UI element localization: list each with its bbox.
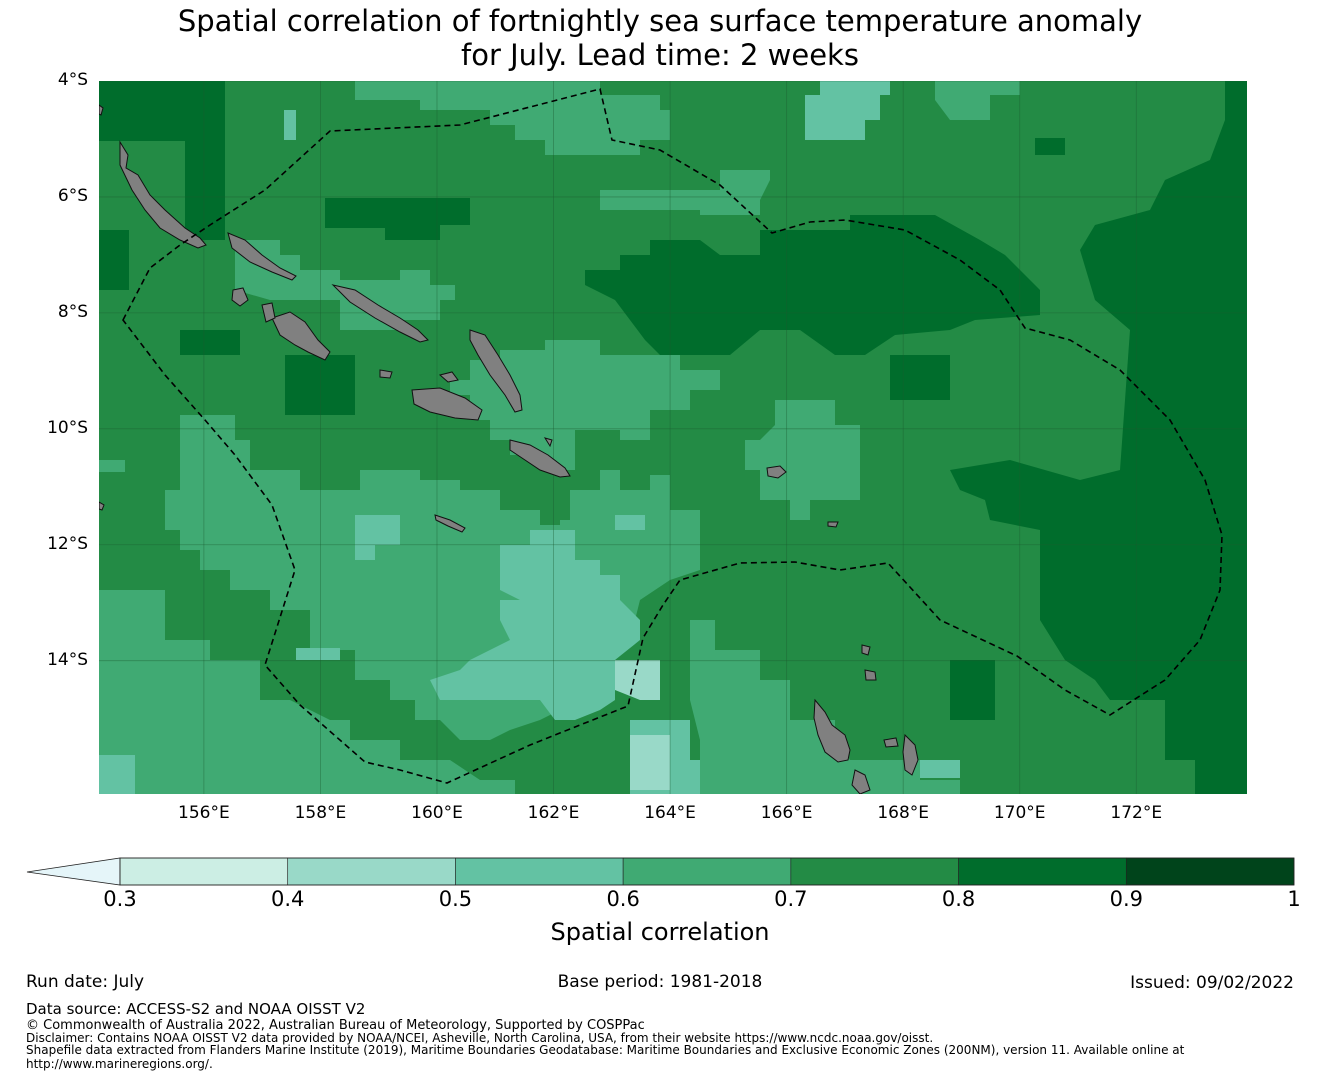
y-tick-label: 4°S (57, 70, 88, 90)
disclaimer: Disclaimer: Contains NOAA OISST V2 data … (26, 1031, 934, 1045)
kolombangara-island (261, 302, 276, 323)
colorbar-bin (1125, 857, 1295, 886)
y-tick-label: 6°S (57, 185, 88, 206)
eez-boundary-line (122, 88, 1223, 784)
vella-lavella-island (231, 287, 249, 307)
nendo-island (766, 465, 787, 479)
colorbar-bin (119, 857, 289, 886)
florida-islands (438, 371, 459, 383)
colorbar-tick-label: 0.7 (774, 887, 808, 911)
colorbar-under-arrow (26, 857, 121, 886)
x-tick-label: 162°E (527, 803, 580, 823)
colorbar-tick-label: 0.8 (941, 887, 976, 911)
x-tick-label: 164°E (644, 803, 696, 823)
colorbar-tick-label: 0.9 (1109, 887, 1143, 911)
x-tick-label: 158°E (294, 803, 347, 823)
small-islet-4 (99, 501, 105, 511)
rennell-island (434, 514, 466, 533)
colorbar-title: Spatial correlation (550, 918, 770, 946)
field-band-0.4-0.5 (615, 660, 670, 790)
chart-title-line1: Spatial correlation of fortnightly sea s… (177, 4, 1143, 38)
x-tick-label: 156°E (178, 803, 230, 823)
colorbar-tick-label: 1 (1287, 887, 1301, 911)
colorbar-bin (455, 857, 624, 886)
colorbar-tick-label: 0.3 (103, 887, 137, 911)
y-tick-label: 12°S (47, 533, 88, 554)
run-date: Run date: July (26, 972, 145, 992)
colorbar-tick-label: 0.4 (271, 887, 305, 911)
colorbar (26, 857, 1295, 886)
data-source: Data source: ACCESS-S2 and NOAA OISST V2 (26, 1000, 366, 1018)
colorbar-bin (790, 857, 959, 886)
colorbar-bin (958, 857, 1127, 886)
x-tick-label: 170°E (993, 803, 1046, 823)
santa-isabel-island (331, 284, 429, 343)
colorbar-bin (287, 857, 456, 886)
guadalcanal-island (411, 387, 483, 421)
small-islet-3 (99, 104, 104, 116)
x-tick-label: 168°E (877, 803, 930, 823)
y-tick-label: 10°S (47, 417, 88, 438)
russell-islands (379, 369, 393, 379)
malekula-island (851, 769, 871, 794)
colorbar-outline (119, 857, 1295, 886)
x-tick-label: 166°E (760, 803, 813, 823)
small-islet-1 (543, 437, 553, 448)
map-figure (26, 81, 1295, 886)
correlation-field (99, 81, 1247, 794)
makira-island (509, 439, 571, 478)
shapefile-url: http://www.marineregions.org/. (26, 1057, 213, 1071)
small-islet-2 (827, 521, 839, 528)
new-georgia-island (271, 311, 331, 361)
chart-title-line2: for July. Lead time: 2 weeks (461, 38, 859, 72)
field-band-0.8-0.9 (99, 81, 1247, 794)
base-period: Base period: 1981-2018 (557, 972, 763, 992)
issued-date: Issued: 09/02/2022 (1130, 973, 1294, 993)
bougainville-island (119, 140, 207, 249)
colorbar-tick-label: 0.5 (438, 887, 473, 911)
copyright-notice: © Commonwealth of Australia 2022, Austra… (26, 1018, 645, 1033)
x-tick-label: 172°E (1110, 803, 1163, 823)
espiritu-santo-island (813, 698, 851, 763)
colorbar-bin (622, 857, 792, 886)
ambae-island (883, 737, 899, 748)
x-tick-label: 160°E (411, 803, 463, 823)
y-tick-label: 8°S (57, 301, 88, 322)
shapefile-credit: Shapefile data extracted from Flanders M… (26, 1043, 1185, 1057)
landmass (99, 104, 919, 794)
vanua-lava-island (861, 644, 871, 656)
colorbar-tick-label: 0.6 (606, 887, 640, 911)
torres-islands (864, 669, 877, 681)
choiseul-island (227, 232, 297, 281)
maewo-pentecost-island (902, 733, 919, 776)
malaita-island (469, 329, 523, 413)
y-tick-label: 14°S (47, 649, 88, 670)
field-background-0.7-0.8 (99, 81, 1247, 794)
